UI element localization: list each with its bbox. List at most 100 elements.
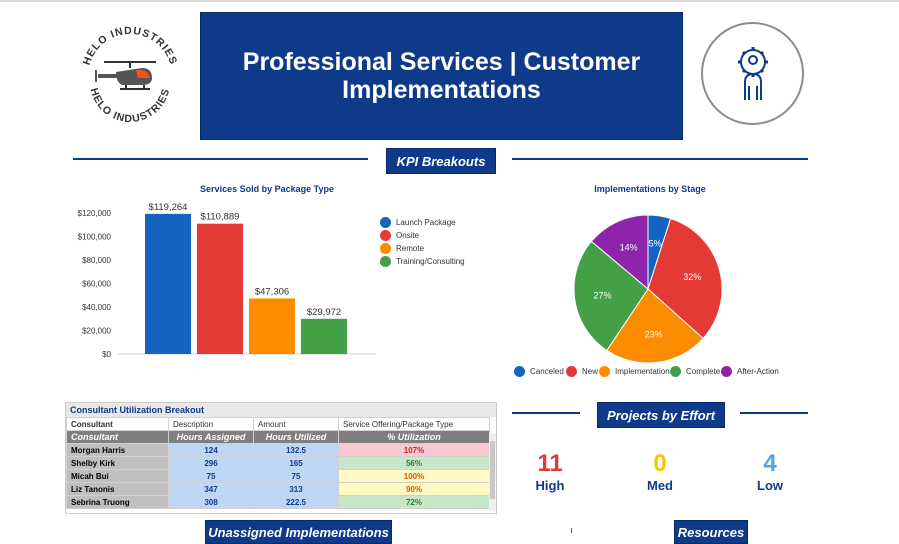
utilization-pct: 107%: [338, 443, 490, 457]
effort-low-label: Low: [757, 478, 783, 493]
projects-by-effort-heading: Projects by Effort: [597, 402, 725, 428]
bar-data-label: $119,264: [149, 202, 188, 213]
column-header[interactable]: Hours Utilized: [253, 430, 339, 444]
bar-training-consulting[interactable]: [301, 318, 347, 354]
bar-legend-item[interactable]: Onsite: [380, 230, 419, 241]
bar-legend-item[interactable]: Launch Package: [380, 217, 456, 228]
legend-label: Launch Package: [396, 218, 456, 227]
effort-high-label: High: [535, 478, 565, 493]
effort-divider-right: [740, 412, 808, 414]
table-row[interactable]: Morgan Harris 124 132.5 107%: [66, 443, 490, 457]
consultant-name: Micah Bui: [66, 469, 169, 483]
table-row[interactable]: Sebrina Truong 308 222.5 72%: [66, 495, 490, 509]
helicopter-icon: [95, 61, 156, 90]
consultant-name: Liz Tanonis: [66, 482, 169, 496]
column-header[interactable]: Consultant: [66, 430, 169, 444]
consultant-utilization-table: Consultant Utilization Breakout Consulta…: [65, 402, 497, 514]
table-row[interactable]: Shelby Kirk 296 165 56%: [66, 456, 490, 470]
pie-legend-item[interactable]: Implementation: [599, 366, 670, 377]
hours-utilized: 132.5: [253, 443, 339, 457]
table-meta-row: Consultant Description Amount Service Of…: [66, 417, 490, 431]
pie-legend-item[interactable]: New: [566, 366, 598, 377]
meta-cell: Consultant: [66, 417, 169, 431]
legend-label: Remote: [396, 244, 425, 253]
pie-slice-complete[interactable]: [573, 240, 649, 352]
table-header-row: Consultant Hours Assigned Hours Utilized…: [66, 430, 490, 444]
pie-slice-label: 27%: [594, 290, 612, 300]
legend-swatch: [566, 366, 577, 377]
utilization-pct: 100%: [338, 469, 490, 483]
services-bar-chart: $0 $20,000 $40,000 $60,000 $80,000 $100,000 $1…: [78, 202, 376, 359]
stage-pie-chart: 5% 32% 23% 27% 14%: [573, 214, 723, 364]
bar-remote[interactable]: [249, 298, 295, 354]
legend-swatch: [380, 243, 391, 254]
legend-swatch: [380, 217, 391, 228]
unassigned-implementations-heading: Unassigned Implementations: [205, 520, 392, 544]
legend-label: Onsite: [396, 231, 420, 240]
hours-assigned: 124: [168, 443, 254, 457]
pie-legend-item[interactable]: After-Action: [721, 366, 779, 377]
kpi-divider-left: [73, 158, 368, 160]
legend-label: Canceled: [530, 367, 564, 376]
legend-swatch: [380, 256, 391, 267]
bar-onsite[interactable]: [197, 223, 243, 354]
bar-legend-item[interactable]: Remote: [380, 243, 424, 254]
bar-chart-title: Services Sold by Package Type: [200, 184, 334, 194]
legend-swatch: [721, 366, 732, 377]
effort-med: 0 Med: [630, 450, 690, 493]
pie-chart-title: Implementations by Stage: [594, 184, 706, 194]
table-row[interactable]: Liz Tanonis 347 313 90%: [66, 482, 490, 496]
effort-divider-left: [512, 412, 580, 414]
pie-slice-label: 32%: [683, 272, 701, 282]
legend-label: Implementation: [615, 367, 670, 376]
bar-launch-package[interactable]: [145, 213, 191, 354]
page-title-line1: Professional Services | Customer: [242, 48, 641, 76]
legend-label: Complete: [686, 367, 721, 376]
hours-assigned: 347: [168, 482, 254, 496]
pie-slice-new[interactable]: [647, 217, 723, 340]
bar-data-label: $110,889: [201, 212, 240, 223]
scrollbar-thumb[interactable]: [490, 441, 495, 499]
effort-high: 11 High: [520, 450, 580, 493]
bar-legend-item[interactable]: Training/Consulting: [380, 256, 465, 267]
legend-swatch: [599, 366, 610, 377]
legend-swatch: [380, 230, 391, 241]
page-title-banner: Professional Services | Customer Impleme…: [200, 12, 683, 140]
pie-slice-label: 23%: [645, 330, 663, 340]
consultant-name: Shelby Kirk: [66, 456, 169, 470]
bar-data-label: $29,972: [307, 307, 341, 318]
meta-cell: Service Offering/Package Type: [338, 417, 490, 431]
top-divider: [0, 0, 899, 2]
utilization-pct: 90%: [338, 482, 490, 496]
svg-text:HELO INDUSTRIES: HELO INDUSTRIES: [88, 87, 173, 125]
pie-slice-implementation[interactable]: [606, 288, 704, 364]
legend-label: New: [582, 367, 599, 376]
column-header[interactable]: Hours Assigned: [168, 430, 254, 444]
pie-slice-after-action[interactable]: [590, 214, 649, 291]
table-row[interactable]: Micah Bui 75 75 100%: [66, 469, 490, 483]
kpi-breakouts-heading: KPI Breakouts: [386, 148, 496, 174]
utilization-pct: 72%: [338, 495, 490, 509]
pie-legend-item[interactable]: Canceled: [514, 366, 564, 377]
legend-label: Training/Consulting: [396, 257, 465, 266]
table-scrollbar[interactable]: [489, 433, 496, 511]
meta-cell: Amount: [253, 417, 339, 431]
y-tick-label: $0: [102, 350, 111, 359]
y-tick-label: $60,000: [82, 280, 111, 289]
effort-med-count: 0: [653, 450, 667, 477]
effort-low-count: 4: [763, 450, 777, 477]
hours-assigned: 75: [168, 469, 254, 483]
kpi-divider-right: [512, 158, 808, 160]
column-header[interactable]: % Utilization: [338, 430, 490, 444]
bottom-divider-mark: [571, 528, 572, 533]
pie-legend-item[interactable]: Complete: [670, 366, 720, 377]
hours-utilized: 222.5: [253, 495, 339, 509]
effort-high-count: 11: [537, 450, 563, 477]
page-title-line2: Implementations: [342, 76, 541, 104]
effort-med-label: Med: [647, 478, 673, 493]
svg-text:HELO INDUSTRIES: HELO INDUSTRIES: [81, 25, 180, 67]
hours-assigned: 308: [168, 495, 254, 509]
pie-slice-label: 14%: [620, 242, 638, 252]
hours-assigned: 296: [168, 456, 254, 470]
gear-person-icon: [701, 22, 804, 125]
